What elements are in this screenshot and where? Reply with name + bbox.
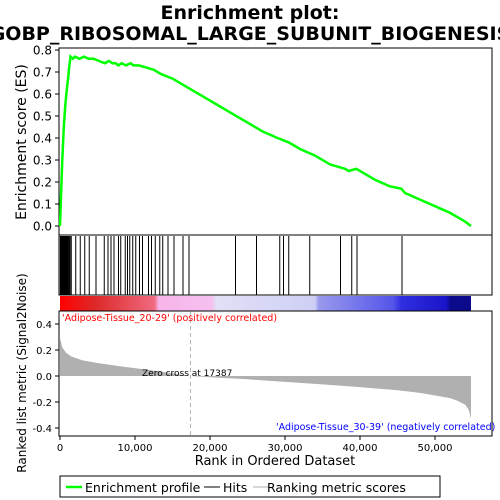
negative-label: 'Adipose-Tissue_30-39' (negatively corre… [276,422,495,433]
metric-y-label: Ranked list metric (Signal2Noise) [15,273,29,472]
x-tick-label: 30,000 [268,443,303,454]
zero-cross-label: Zero cross at 17387 [142,369,232,379]
metric-y-axis: 0.4 0.2 0.0 -0.2 -0.4 [32,320,59,435]
metric-panel-frame [58,310,493,437]
x-tick-label: 40,000 [343,443,378,454]
es-y-tick-label: 0.3 [33,154,52,168]
chart-subtitle: GOBP_RIBOSOMAL_LARGE_SUBUNIT_BIOGENESIS [0,23,500,45]
x-tick-label: 0 [57,443,63,454]
x-axis: 0 10,000 20,000 30,000 40,000 50,000 [57,436,453,454]
enrichment-profile-line [58,53,472,228]
x-tick-label: 10,000 [118,443,153,454]
metric-y-tick-label: 0.4 [36,320,52,331]
es-y-tick-label: 0.2 [33,176,52,190]
es-y-tick-label: 0.5 [33,110,52,124]
es-y-tick-label: 0.6 [33,88,52,102]
es-y-tick-label: 0.0 [33,220,52,234]
es-y-axis: 0.0 0.1 0.2 0.3 0.4 0.5 0.6 0.7 0.8 [33,44,59,234]
x-tick-label: 50,000 [418,443,453,454]
ranked-list-color-bar [60,296,471,311]
legend-box [59,475,441,498]
es-panel-frame [58,47,493,236]
metric-y-tick-label: -0.2 [32,398,52,409]
metric-y-tick-label: 0.0 [36,372,52,383]
metric-y-tick-label: 0.2 [36,346,52,357]
x-tick-label: 20,000 [193,443,228,454]
es-y-tick-label: 0.8 [33,44,52,58]
ranking-metric-area [60,338,471,419]
metric-y-tick-label: -0.4 [32,424,52,435]
hits-group [59,236,403,295]
es-y-tick-label: 0.1 [33,198,52,212]
legend-metric-label: Ranking metric scores [267,480,406,495]
es-y-tick-label: 0.4 [33,132,52,146]
positive-label: 'Adipose-Tissue_20-29' (positively corre… [62,313,277,324]
es-y-tick-label: 0.7 [33,66,52,80]
chart-title: Enrichment plot: [161,2,340,24]
legend-enrichment-label: Enrichment profile [85,480,201,495]
x-axis-label: Rank in Ordered Dataset [195,454,356,469]
es-y-label: Enrichment score (ES) [14,64,30,220]
legend-hits-label: Hits [223,480,247,495]
hits-panel-frame [58,234,493,296]
